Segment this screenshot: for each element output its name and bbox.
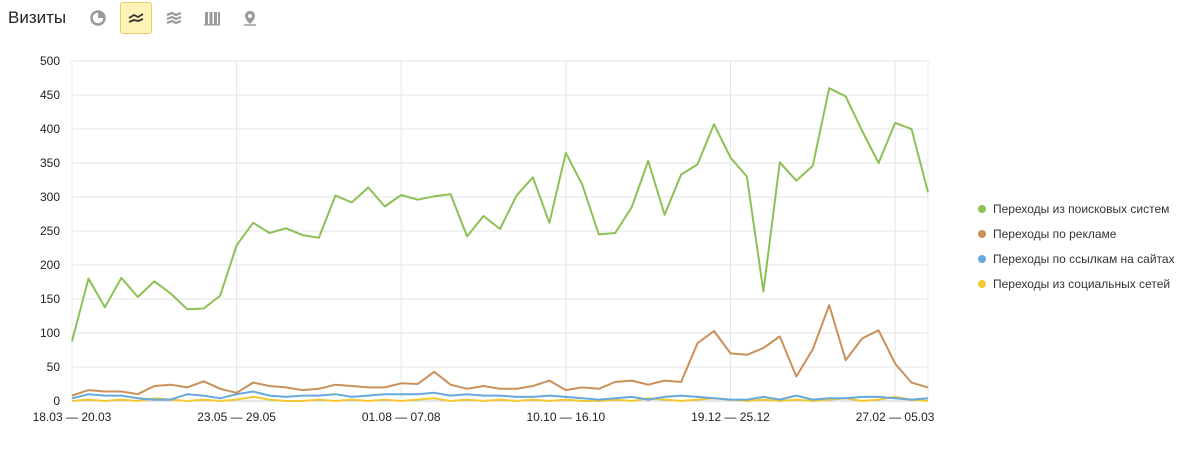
legend-item-social[interactable]: Переходы из социальных сетей <box>978 271 1175 296</box>
x-tick-label: 23.05 — 29.05 <box>197 410 276 424</box>
area-chart-icon <box>166 11 182 25</box>
y-tick-label: 450 <box>40 88 60 102</box>
visits-line-chart: 0 50 100 150 200 250 300 350 400 450 500 18.03 — 20… <box>33 54 935 424</box>
map-pin-icon <box>244 11 257 26</box>
y-tick-label: 0 <box>53 394 60 408</box>
legend-item-links[interactable]: Переходы по ссылкам на сайтах <box>978 246 1175 271</box>
y-tick-label: 100 <box>40 326 60 340</box>
legend-item-ads[interactable]: Переходы по рекламе <box>978 221 1175 246</box>
y-tick-label: 350 <box>40 156 60 170</box>
x-tick-label: 10.10 — 16.10 <box>526 410 605 424</box>
series-line-links <box>71 390 929 401</box>
legend-dot-ads <box>978 229 986 238</box>
line-chart-button[interactable] <box>120 2 153 34</box>
legend-label-social: Переходы из социальных сетей <box>993 276 1171 291</box>
x-tick-label: 27.02 — 05.03 <box>856 410 935 424</box>
area-chart-button[interactable] <box>158 2 190 34</box>
pie-chart-button[interactable] <box>82 2 114 34</box>
bar-chart-icon <box>204 12 221 26</box>
legend-item-search[interactable]: Переходы из поисковых систем <box>978 196 1175 221</box>
legend-label-links: Переходы по ссылкам на сайтах <box>993 251 1175 266</box>
y-tick-label: 400 <box>40 122 60 136</box>
pie-chart-icon <box>90 10 106 26</box>
report-header: Визиты <box>8 0 266 36</box>
y-tick-label: 150 <box>40 292 60 306</box>
y-tick-label: 50 <box>47 360 61 374</box>
map-button[interactable] <box>234 2 266 34</box>
legend-label-search: Переходы из поисковых систем <box>993 201 1170 216</box>
legend-dot-search <box>978 204 986 213</box>
y-tick-label: 300 <box>40 190 60 204</box>
y-tick-label: 250 <box>40 224 60 238</box>
x-tick-label: 18.03 — 20.03 <box>33 410 112 424</box>
legend-label-ads: Переходы по рекламе <box>993 226 1117 241</box>
y-tick-label: 500 <box>40 54 60 68</box>
x-tick-label: 19.12 — 25.12 <box>691 410 770 424</box>
bar-chart-button[interactable] <box>196 2 228 34</box>
chart-type-toolbar <box>82 2 266 34</box>
line-chart-icon <box>128 13 144 23</box>
series-line-search <box>71 87 929 342</box>
series-line-ads <box>71 304 929 397</box>
series-line-social <box>71 395 929 402</box>
legend-dot-links <box>978 254 986 263</box>
chart-legend: Переходы из поисковых систем Переходы по… <box>978 196 1175 296</box>
x-tick-label: 01.08 — 07.08 <box>362 410 441 424</box>
y-tick-label: 200 <box>40 258 60 272</box>
report-title: Визиты <box>8 8 67 27</box>
legend-dot-social <box>978 279 986 288</box>
